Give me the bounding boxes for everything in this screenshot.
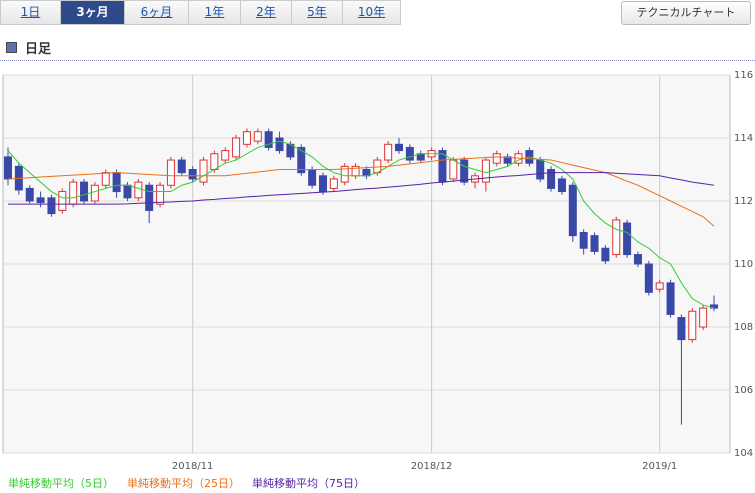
candle-body bbox=[601, 247, 610, 262]
divider bbox=[0, 60, 755, 61]
candle-body bbox=[232, 137, 241, 158]
candle-body bbox=[547, 169, 556, 189]
candle-body bbox=[90, 184, 99, 202]
legend-entry: 単純移動平均（75日） bbox=[252, 476, 365, 490]
candle-body bbox=[590, 235, 599, 252]
button-label: テクニカルチャート bbox=[636, 6, 736, 19]
candle-body bbox=[623, 222, 632, 256]
candle-body bbox=[242, 131, 251, 145]
ma-line bbox=[7, 156, 715, 227]
candle-body bbox=[318, 175, 327, 193]
tabs: 1日 3ヶ月 6ヶ月 1年 2年 5年 10年 bbox=[0, 0, 401, 25]
candle-body bbox=[112, 172, 121, 193]
candle-body bbox=[449, 159, 458, 180]
candle-body bbox=[4, 156, 12, 180]
candle-body bbox=[612, 219, 621, 256]
y-tick-label: 108 bbox=[734, 322, 753, 333]
candle-body bbox=[568, 184, 577, 237]
candle-body bbox=[221, 150, 230, 161]
candle-body bbox=[101, 172, 110, 186]
candle-body bbox=[655, 282, 664, 290]
candle-body bbox=[210, 153, 219, 170]
candle-body bbox=[460, 159, 469, 183]
tab[interactable]: 6ヶ月 bbox=[125, 0, 189, 25]
legend-entry: 単純移動平均（25日） bbox=[127, 476, 240, 490]
tab[interactable]: 5年 bbox=[292, 0, 343, 25]
candle-body bbox=[145, 184, 154, 211]
tab[interactable]: 2年 bbox=[241, 0, 292, 25]
candle-body bbox=[58, 191, 67, 211]
candle-body bbox=[123, 184, 132, 199]
candle-body bbox=[188, 169, 197, 180]
heading-text: 日足 bbox=[25, 42, 52, 57]
heading: 日足 bbox=[6, 38, 51, 57]
candle-body bbox=[329, 178, 338, 189]
candle-body bbox=[579, 232, 588, 249]
candle-body bbox=[536, 159, 545, 180]
candle-body bbox=[36, 197, 45, 204]
candle-body bbox=[47, 197, 56, 215]
candle-body bbox=[177, 159, 186, 174]
candle-body bbox=[384, 143, 393, 161]
candle-body bbox=[134, 181, 143, 199]
tab[interactable]: 1日 bbox=[0, 0, 61, 25]
candle-body bbox=[557, 178, 566, 193]
candle-body bbox=[699, 307, 708, 328]
candle-body bbox=[688, 310, 697, 341]
candle-body bbox=[633, 254, 642, 265]
candle-body bbox=[297, 146, 306, 174]
candle-body bbox=[492, 153, 501, 164]
candle-body bbox=[503, 156, 512, 164]
tab[interactable]: 1年 bbox=[189, 0, 241, 25]
candle-body bbox=[156, 184, 165, 205]
tab[interactable]: 10年 bbox=[343, 0, 401, 25]
ma-line bbox=[7, 140, 715, 309]
y-tick-label: 110 bbox=[734, 259, 753, 270]
y-tick-label: 104 bbox=[734, 448, 753, 459]
candle-body bbox=[644, 263, 653, 293]
candle-body bbox=[666, 282, 675, 315]
candle-body bbox=[395, 143, 404, 152]
candle-body bbox=[405, 146, 414, 161]
y-tick-label: 106 bbox=[734, 385, 753, 396]
y-tick-label: 114 bbox=[734, 133, 753, 144]
x-tick-label: 2018/11 bbox=[172, 461, 214, 472]
tab[interactable]: 3ヶ月 bbox=[61, 0, 125, 25]
icon bbox=[6, 42, 17, 53]
x-tick-label: 2019/1 bbox=[642, 461, 677, 472]
y-tick-label: 116 bbox=[734, 70, 753, 81]
candle-body bbox=[166, 159, 175, 186]
candle-body bbox=[340, 165, 349, 183]
candle-body bbox=[69, 181, 78, 205]
candle-body bbox=[25, 187, 34, 202]
candle-body bbox=[80, 181, 89, 202]
candle-body bbox=[677, 317, 686, 341]
legend-entry: 単純移動平均（5日） bbox=[8, 476, 114, 490]
x-tick-label: 2018/12 bbox=[411, 461, 453, 472]
technical-chart-button[interactable]: テクニカルチャート bbox=[621, 1, 751, 25]
ma-line bbox=[8, 172, 715, 205]
candle-body bbox=[199, 159, 208, 183]
candle-body bbox=[264, 131, 273, 148]
candle-body bbox=[253, 131, 262, 142]
candle-body bbox=[308, 169, 317, 186]
y-tick-label: 112 bbox=[734, 196, 753, 207]
candle-body bbox=[275, 137, 284, 152]
candle-body bbox=[481, 159, 490, 183]
